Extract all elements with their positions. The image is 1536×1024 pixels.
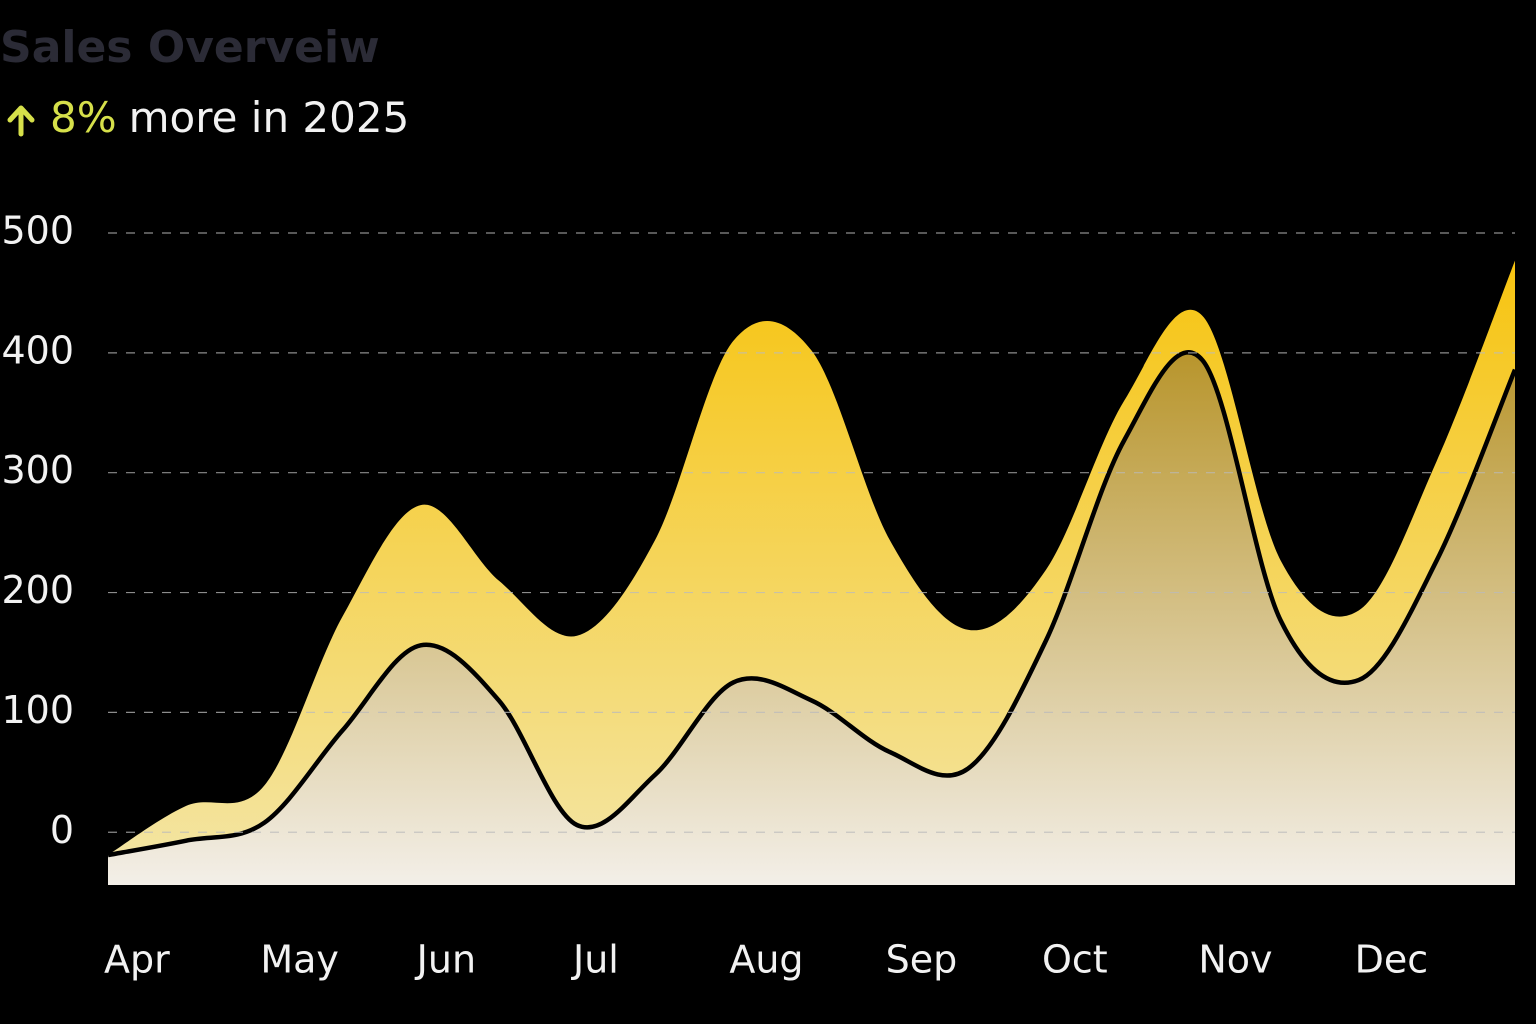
plot: 0 100 200 300 400 500 Apr May Jun Jul Aug Sep Oct Nov… — [1, 209, 1518, 982]
y-tick-label: 500 — [1, 209, 74, 253]
y-tick-label: 100 — [1, 688, 74, 732]
subtitle-text: more in 2025 — [129, 93, 410, 142]
x-tick-label: Jul — [571, 938, 619, 982]
y-tick-label: 0 — [50, 808, 74, 852]
x-tick-label: May — [260, 938, 339, 982]
x-tick-label: Sep — [886, 938, 958, 982]
x-tick-label: Nov — [1198, 938, 1272, 982]
chart-title: Sales Overveiw — [0, 22, 380, 73]
x-tick-label: Aug — [729, 938, 803, 982]
y-tick-label: 400 — [1, 328, 74, 372]
subtitle: 8% more in 2025 — [50, 93, 409, 142]
x-tick-label: Apr — [104, 938, 170, 982]
area — [108, 352, 1515, 885]
y-tick-label: 300 — [1, 448, 74, 492]
x-tick-label: Jun — [415, 938, 476, 982]
subtitle-arrow — [7, 105, 35, 137]
highlight: 8% — [50, 93, 117, 142]
x-tick-label: Oct — [1042, 938, 1108, 982]
y-tick-label: 200 — [1, 568, 74, 612]
line — [107, 350, 1518, 858]
x-tick-label: Dec — [1355, 938, 1429, 982]
arrow-icon — [7, 105, 35, 137]
